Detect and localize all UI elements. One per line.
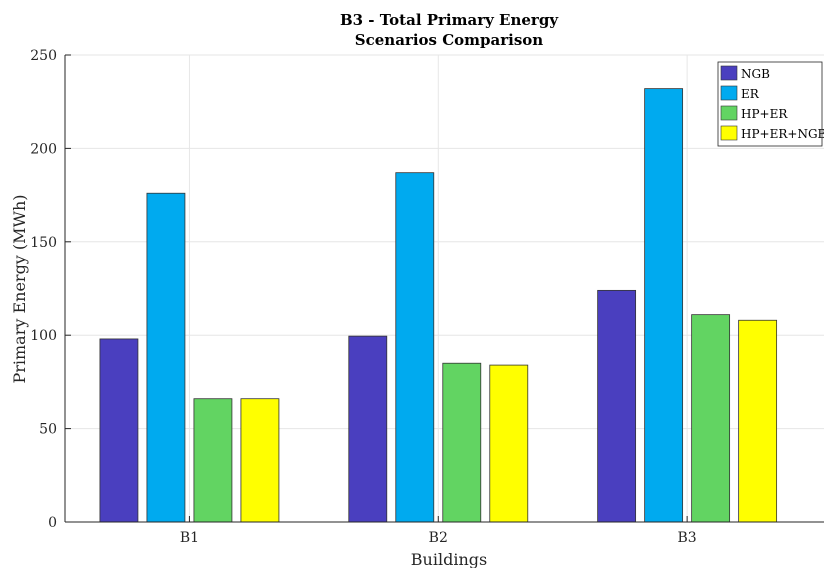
bar-ngb-b3 <box>597 289 637 523</box>
legend-label: HP+ER+NGB <box>741 127 824 141</box>
y-tick-label: 150 <box>30 235 57 251</box>
legend-label: NGB <box>741 67 770 81</box>
y-tick-label: 50 <box>39 422 57 438</box>
chart-title-line-1: B3 - Total Primary Energy <box>340 11 559 29</box>
axes <box>64 54 824 523</box>
chart-title-line-2: Scenarios Comparison <box>355 31 543 49</box>
legend-swatch <box>720 105 738 121</box>
bar-er-b3 <box>644 88 684 523</box>
x-tick-label: B1 <box>180 530 199 546</box>
bar-hp-er-ngb-b3 <box>738 319 778 523</box>
legend-label: HP+ER <box>741 107 788 121</box>
bar-ngb-b1 <box>99 338 139 523</box>
bar-hp-er-ngb-b2 <box>489 364 529 523</box>
bar-hp-er-b2 <box>442 362 482 523</box>
legend-label: ER <box>741 87 760 101</box>
bar-ngb-b2 <box>348 335 388 523</box>
bar-hp-er-b1 <box>193 398 233 523</box>
bar-er-b2 <box>395 172 435 523</box>
legend-swatch <box>720 85 738 101</box>
bar-hp-er-b3 <box>691 314 731 523</box>
tick-labels: 0 50 100 150 200 250 B1 B2 B3 <box>30 48 696 546</box>
legend: NGB ER HP+ER HP+ER+NGB <box>717 61 824 147</box>
y-tick-label: 200 <box>30 141 57 157</box>
legend-swatch <box>720 125 738 141</box>
bar-er-b1 <box>146 192 186 523</box>
y-tick-label: 250 <box>30 48 57 64</box>
legend-swatch <box>720 65 738 81</box>
y-tick-label: 100 <box>30 328 57 344</box>
y-axis-label: Primary Energy (MWh) <box>10 194 29 383</box>
x-axis-label: Buildings <box>411 550 487 568</box>
x-tick-label: B2 <box>429 530 448 546</box>
y-tick-label: 0 <box>48 515 57 531</box>
bars <box>99 88 778 523</box>
bar-hp-er-ngb-b1 <box>240 398 280 523</box>
x-tick-label: B3 <box>678 530 697 546</box>
